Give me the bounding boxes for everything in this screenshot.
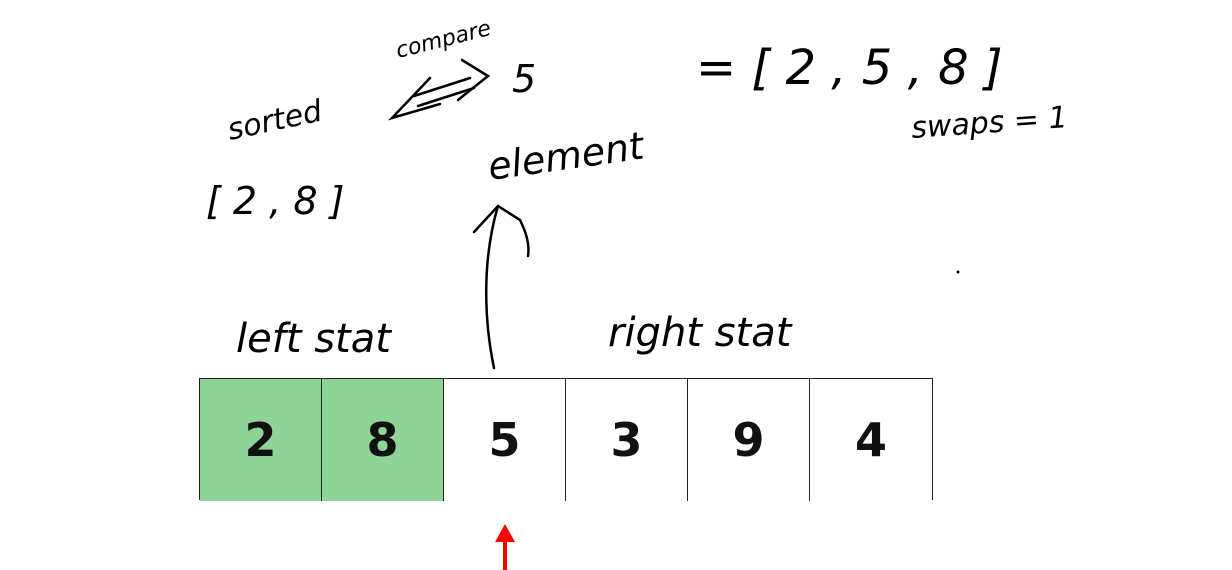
stray-dot — [956, 270, 960, 274]
compare-double-arrow-icon — [387, 58, 491, 121]
element-pointer-arrow-icon — [472, 204, 530, 370]
array-cell: 9 — [688, 379, 810, 501]
sorted-subarray: [ 2 , 8 ] — [206, 179, 344, 223]
array-cell: 8 — [322, 379, 444, 501]
array-cell: 5 — [444, 379, 566, 501]
left-label: left stat — [236, 316, 392, 362]
array-cell: 2 — [200, 379, 322, 501]
compare-target: 5 — [512, 57, 536, 101]
result-array: = [ 2 , 5 , 8 ] — [696, 40, 1003, 96]
element-label: element — [485, 123, 648, 189]
array-cell: 4 — [810, 379, 932, 501]
right-label: right stat — [608, 310, 793, 356]
array-cell: 3 — [566, 379, 688, 501]
sorted-label: sorted — [224, 94, 326, 148]
compare-label: compare — [393, 16, 493, 64]
current-index-arrow-icon — [495, 524, 515, 570]
swaps-count: swaps = 1 — [910, 100, 1069, 146]
